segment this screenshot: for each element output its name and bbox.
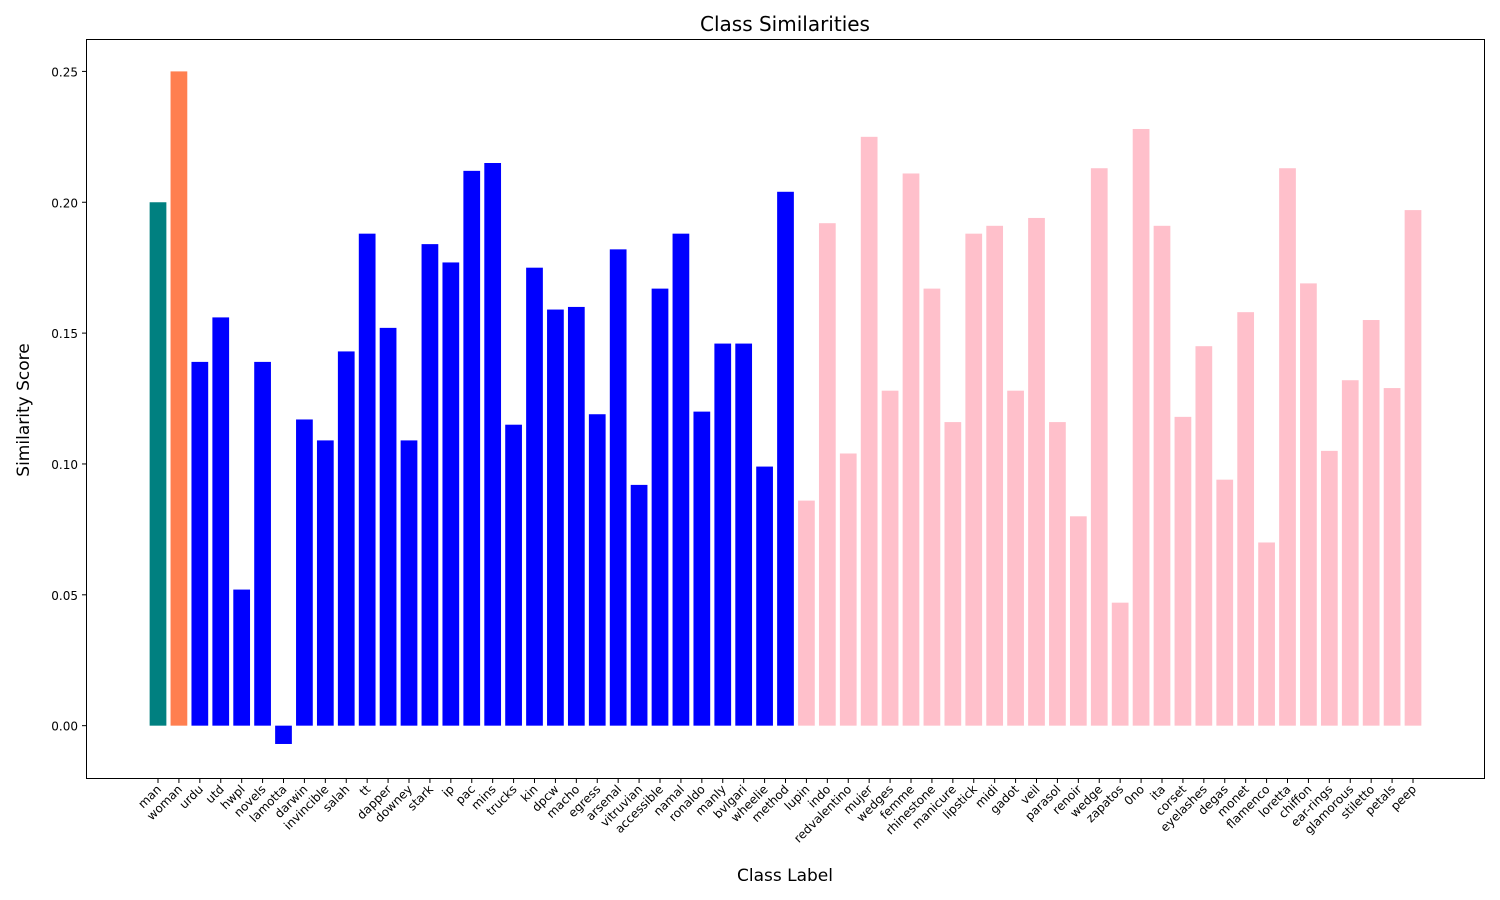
- x-axis: manwomanurduutdhwplnovelslamottadarwinin…: [135, 778, 1419, 845]
- bar-loretta: [1279, 168, 1296, 726]
- bar-method: [777, 191, 794, 726]
- bar-kin: [526, 267, 543, 726]
- bar-utd: [212, 317, 230, 726]
- bar-monet: [1237, 312, 1255, 726]
- y-axis: 0.00 0.05 0.10 0.15 0.20 0.25: [51, 65, 87, 734]
- bar-stiletto: [1362, 320, 1380, 726]
- bar-redvalentino: [839, 453, 857, 726]
- bar-macho: [567, 306, 585, 726]
- bar-hwpl: [233, 589, 251, 726]
- bar-manicure: [944, 422, 962, 726]
- bar-renoir: [1069, 516, 1087, 726]
- bar-degas: [1216, 479, 1234, 726]
- bar-ip: [442, 262, 460, 726]
- bar-ear-rings: [1320, 450, 1338, 726]
- bar-woman: [170, 71, 188, 726]
- bar-dapper: [379, 327, 397, 726]
- bar-manly: [714, 343, 732, 726]
- bar-lipstick: [965, 233, 983, 726]
- bar-gadot: [1007, 390, 1024, 726]
- bar-peep: [1404, 210, 1422, 726]
- bar-parasol: [1049, 422, 1066, 726]
- bar-eyelashes: [1195, 346, 1213, 726]
- chart-title: Class Similarities: [700, 12, 870, 36]
- bar-indo: [818, 223, 836, 726]
- bar-egress: [588, 414, 606, 726]
- bar-man: [149, 202, 167, 726]
- y-tick-label: 0.10: [51, 458, 78, 472]
- bar-glamorous: [1341, 380, 1359, 726]
- x-tick-label: 0no: [1121, 782, 1147, 808]
- bar-stark: [421, 244, 439, 726]
- y-tick-label: 0.20: [51, 196, 78, 210]
- bar-vitruvian: [630, 484, 648, 726]
- bar-femme: [902, 173, 920, 726]
- bar-wheelie: [756, 466, 773, 726]
- bar-salah: [337, 351, 355, 726]
- bar-ronaldo: [693, 411, 711, 726]
- bar-accessible: [651, 288, 669, 726]
- bar-pac: [463, 170, 481, 726]
- bar-downey: [400, 440, 418, 726]
- bar-bvlgari: [735, 343, 753, 726]
- bar-0no: [1132, 128, 1150, 726]
- bar-ita: [1153, 225, 1171, 726]
- bar-trucks: [505, 424, 522, 726]
- bars-group: [149, 71, 1422, 744]
- bar-veil: [1028, 217, 1045, 726]
- bar-corset: [1174, 416, 1192, 726]
- bar-wedges: [881, 390, 899, 726]
- bar-novels: [254, 361, 271, 726]
- bar-invincible: [316, 440, 334, 726]
- bar-chiffon: [1300, 283, 1317, 726]
- y-tick-label: 0.25: [51, 65, 78, 79]
- bar-mins: [484, 163, 502, 726]
- bar-lamotta: [275, 725, 292, 744]
- bar-darwin: [296, 419, 313, 726]
- bar-namal: [672, 233, 690, 726]
- bar-arsenal: [609, 249, 627, 726]
- x-tick-label: urdu: [177, 782, 206, 811]
- y-tick-label: 0.00: [51, 720, 78, 734]
- y-tick-label: 0.15: [51, 327, 78, 341]
- bar-mujer: [860, 136, 878, 726]
- bar-dpcw: [547, 309, 564, 726]
- bar-rhinestone: [923, 288, 941, 726]
- bar-zapatos: [1111, 602, 1129, 726]
- bar-urdu: [191, 361, 209, 726]
- x-axis-title: Class Label: [737, 866, 833, 886]
- bar-midi: [986, 225, 1004, 726]
- y-axis-title: Similarity Score: [14, 343, 34, 476]
- bar-wedge: [1090, 168, 1108, 726]
- bar-flamenco: [1258, 542, 1275, 726]
- bar-lupin: [798, 500, 815, 726]
- bar-petals: [1383, 388, 1401, 726]
- bar-tt: [358, 233, 376, 726]
- y-tick-label: 0.05: [51, 589, 78, 603]
